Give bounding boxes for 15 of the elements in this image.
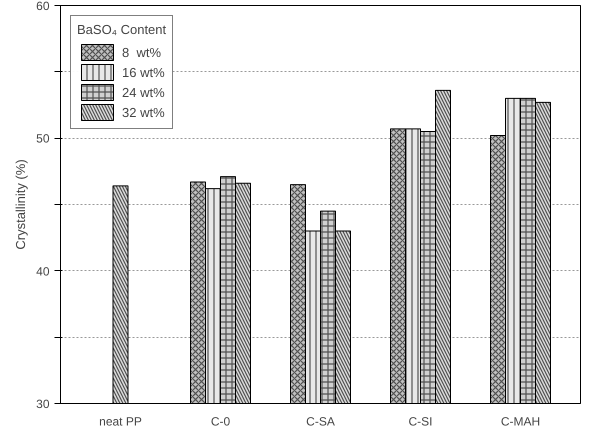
y-axis-title: Crystallinity (%) <box>13 159 28 250</box>
x-tick-label: C-MAH <box>500 414 540 428</box>
y-tick-label: 50 <box>36 132 50 146</box>
y-tick-label: 40 <box>36 264 50 278</box>
x-tick-label: C-SI <box>408 414 432 428</box>
legend-label: 32 wt% <box>122 104 165 120</box>
y-tick-label: 30 <box>36 397 50 411</box>
legend-label: 8 wt% <box>122 44 162 60</box>
x-tick-label: neat PP <box>99 414 142 428</box>
legend-label: 16 wt% <box>122 64 165 80</box>
legend-title: BaSO₄ Content <box>77 22 166 37</box>
legend-label: 24 wt% <box>122 84 165 100</box>
x-tick-label: C-0 <box>210 414 230 428</box>
x-tick-label: C-SA <box>306 414 335 428</box>
y-tick-label: 60 <box>36 0 50 13</box>
